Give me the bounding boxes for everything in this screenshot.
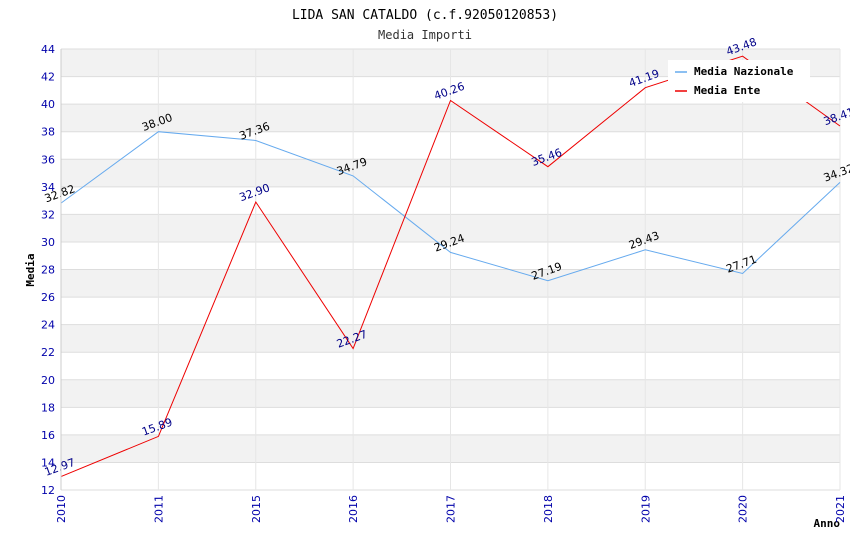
y-tick-labels: 12 14 16 18 20 22 24 26 28 30 32 34 36 38 40 42 44 [41, 43, 55, 497]
x-tick-label: 2019 [639, 495, 652, 523]
legend-label-media-nazionale: Media Nazionale [694, 65, 794, 78]
y-tick-label: 34 [41, 181, 55, 194]
y-tick-label: 26 [41, 291, 55, 304]
y-tick-label: 36 [41, 153, 55, 166]
y-tick-label: 22 [41, 346, 55, 359]
x-tick-label: 2015 [250, 495, 263, 523]
series-line-media-nazionale [60, 131, 841, 282]
x-tick-labels: 2010 2011 2015 2016 2017 2018 2019 2020 2021 [55, 495, 847, 523]
y-tick-label: 20 [41, 374, 55, 387]
chart-subtitle: Media Importi [378, 28, 472, 42]
x-tick-label: 2021 [834, 495, 847, 523]
y-tick-label: 24 [41, 319, 55, 332]
y-tick-label: 18 [41, 401, 55, 414]
y-tick-label: 40 [41, 98, 55, 111]
legend: Media Nazionale Media Ente [668, 60, 810, 102]
y-tick-label: 38 [41, 126, 55, 139]
x-tick-label: 2017 [445, 495, 458, 523]
chart-title: LIDA SAN CATALDO (c.f.92050120853) [292, 8, 558, 23]
legend-box [668, 60, 810, 102]
y-tick-label: 28 [41, 264, 55, 277]
y-axis-label: Media [24, 253, 37, 286]
x-axis-label: Anno [814, 517, 841, 530]
x-tick-label: 2020 [737, 495, 750, 523]
y-tick-label: 12 [41, 484, 55, 497]
x-tick-label: 2018 [542, 495, 555, 523]
y-tick-label: 16 [41, 429, 55, 442]
x-tick-label: 2011 [152, 495, 165, 523]
legend-label-media-ente: Media Ente [694, 84, 761, 97]
y-tick-label: 44 [41, 43, 55, 56]
x-tick-label: 2016 [347, 495, 360, 523]
y-tick-label: 30 [41, 236, 55, 249]
y-tick-label: 14 [41, 456, 55, 469]
x-tick-label: 2010 [55, 495, 68, 523]
y-tick-label: 32 [41, 208, 55, 221]
y-tick-label: 42 [41, 71, 55, 84]
